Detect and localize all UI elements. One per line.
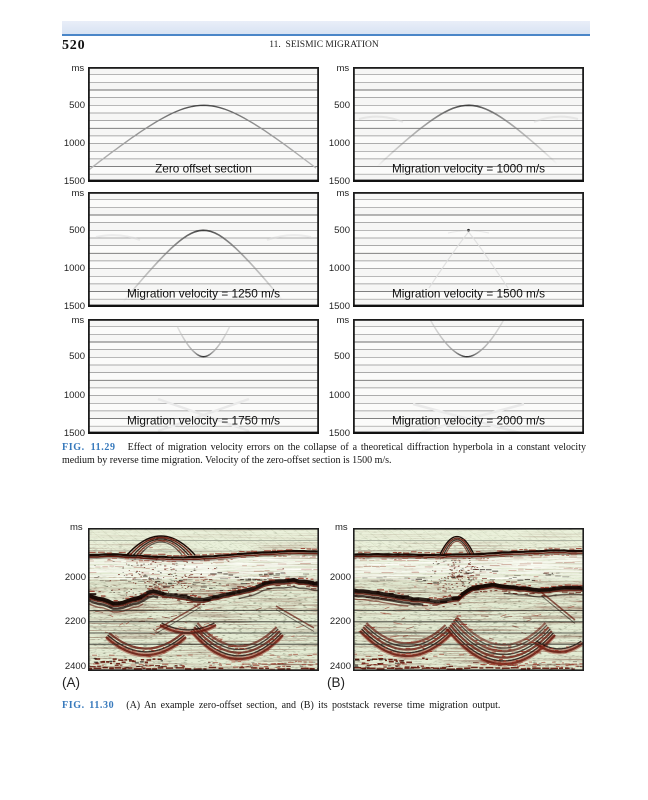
svg-text:Migration velocity = 1250 m/s: Migration velocity = 1250 m/s: [126, 287, 279, 301]
svg-text:Migration velocity = 1750 m/s: Migration velocity = 1750 m/s: [126, 413, 279, 427]
svg-text:Zero offset section: Zero offset section: [155, 162, 252, 176]
svg-text:Migration velocity = 2000 m/s: Migration velocity = 2000 m/s: [391, 413, 544, 427]
svg-text:Migration velocity = 1500 m/s: Migration velocity = 1500 m/s: [391, 287, 544, 301]
svg-text:Migration velocity = 1000 m/s: Migration velocity = 1000 m/s: [391, 162, 544, 176]
